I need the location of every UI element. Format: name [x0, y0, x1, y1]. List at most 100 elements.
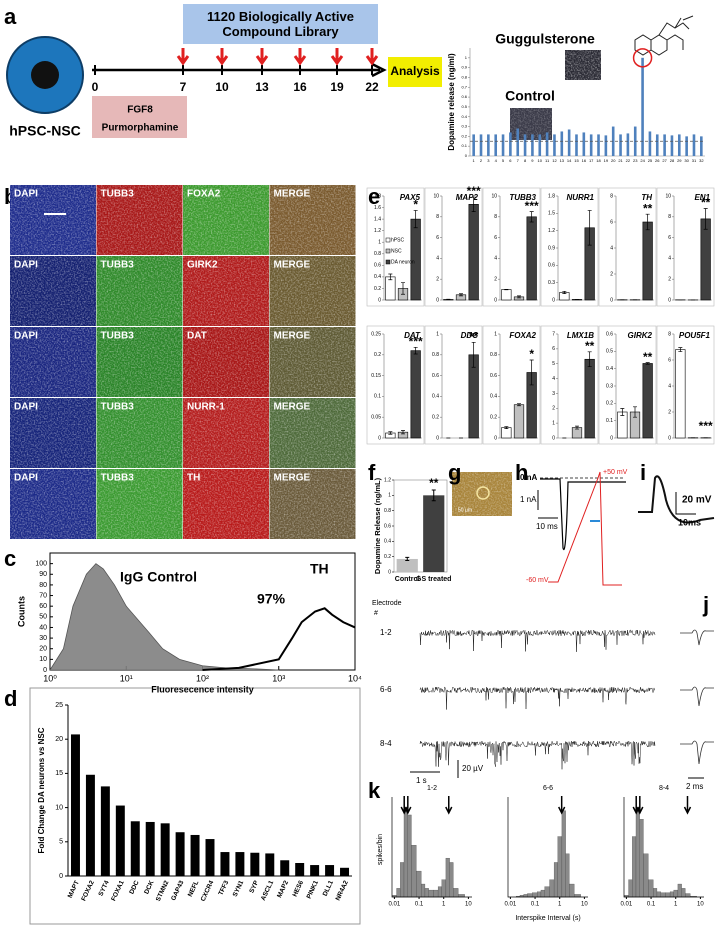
- panel-label: f: [368, 460, 376, 485]
- x-tick-label: 11: [545, 158, 550, 163]
- bar: [205, 839, 215, 876]
- y-tick-label: 0: [610, 297, 613, 303]
- day-label: 0: [92, 80, 99, 94]
- error-bar: [405, 556, 410, 561]
- error-bar: [459, 293, 463, 297]
- x-tick-label: 20: [611, 158, 616, 163]
- x-tick-label: 22: [626, 158, 631, 163]
- stain-label: MERGE: [274, 189, 311, 200]
- x-tick-label: 10⁰: [43, 673, 57, 683]
- library-box: [183, 4, 378, 44]
- y-tick-label: 0.2: [490, 415, 497, 421]
- x-tick-label: 25: [648, 158, 653, 163]
- x-axis-label: Fluoresecence intensity: [151, 684, 254, 694]
- molecule: [634, 15, 694, 56]
- y-tick-label: 4: [436, 256, 439, 262]
- bar: [501, 427, 512, 439]
- timeline: [92, 62, 387, 78]
- histogram-bar: [653, 888, 658, 898]
- y-tick-label: 3: [552, 391, 555, 397]
- y-tick-label: 2: [552, 406, 555, 412]
- histogram-bar: [537, 891, 542, 898]
- panel-d-frame: [29, 687, 361, 925]
- gene-label: EN1: [694, 193, 710, 202]
- y-tick-label: 0.05: [371, 415, 381, 421]
- y-tick-label: 80: [39, 582, 47, 589]
- micrograph-texture: [10, 327, 96, 397]
- histogram-bar: [553, 862, 558, 898]
- day-label: 10: [215, 80, 229, 94]
- y-tick-label: 0.6: [606, 331, 613, 337]
- bar: [85, 774, 95, 876]
- y-tick-label: 0: [378, 297, 381, 303]
- y-tick-label: 0.1: [374, 394, 381, 400]
- micrograph-texture: [183, 469, 269, 539]
- histogram-title: 1-2: [427, 785, 437, 792]
- micrograph-texture: [10, 398, 96, 468]
- x-tick-label: 15: [574, 158, 579, 163]
- histogram-bar: [635, 810, 640, 898]
- y-tick-label: 0: [465, 153, 468, 158]
- hit-label: Guggulsterone: [495, 31, 595, 47]
- x-tick-label: 26: [655, 158, 660, 163]
- x-tick-label: 10³: [272, 673, 285, 683]
- histogram-bar: [540, 889, 545, 898]
- y-tick-label: 0.6: [432, 373, 439, 379]
- error-bar: [633, 406, 637, 418]
- gene-label: GIRK2: [628, 331, 653, 340]
- x-tick-label: 4: [495, 158, 498, 163]
- bar: [70, 734, 80, 876]
- axes: [391, 797, 472, 898]
- trace-label: 0 nA: [520, 473, 538, 482]
- scale-label: 20 µV: [462, 764, 484, 773]
- error-bar: [575, 425, 579, 430]
- series-line: [49, 563, 279, 671]
- bar: [641, 57, 644, 157]
- y-tick-label: 0.6: [384, 523, 391, 529]
- bar: [655, 134, 659, 156]
- cell-nucleus: [31, 61, 59, 89]
- histogram-bar: [523, 894, 528, 898]
- y-tick-label: 25: [55, 702, 63, 709]
- annotation: 97%: [257, 591, 286, 607]
- bar: [175, 832, 185, 876]
- histogram-bar: [648, 879, 654, 898]
- y-tick-label: 0.1: [461, 143, 467, 148]
- error-bar: [620, 408, 625, 416]
- y-tick-label: 10: [39, 656, 47, 663]
- control-label: Control: [505, 88, 555, 104]
- micrograph-texture: [269, 398, 356, 468]
- histogram-bar: [458, 894, 465, 898]
- electrode-trace: [419, 686, 656, 710]
- x-tick-label: 30: [684, 158, 689, 163]
- legend-swatch: [385, 237, 391, 243]
- y-tick-label: 1: [436, 331, 439, 337]
- y-tick-label: 0.5: [606, 349, 613, 355]
- y-tick-label: 0: [59, 873, 63, 880]
- y-tick-label: 50: [39, 614, 47, 621]
- bar: [642, 363, 653, 439]
- x-tick-label: SYT4: [98, 879, 111, 897]
- scale-bars: [675, 492, 696, 515]
- bar: [663, 134, 666, 156]
- bar: [575, 134, 578, 156]
- histogram-bar: [643, 853, 649, 898]
- x-tick-label: 5: [502, 158, 505, 163]
- y-tick-label: 1.2: [374, 228, 381, 234]
- y-tick-label: 8: [436, 214, 439, 220]
- error-bar: [587, 351, 592, 368]
- hit-circle: [632, 48, 653, 68]
- trace-label: 1 nA: [520, 495, 537, 504]
- treatment-box: [92, 96, 187, 138]
- x-tick-label: 1: [674, 902, 678, 908]
- subpanel-frame: [482, 187, 541, 307]
- x-tick-label: ASCL1: [260, 879, 276, 902]
- error-bar: [678, 347, 683, 352]
- bar: [675, 349, 686, 439]
- x-tick-label: FOXA1: [110, 879, 126, 902]
- bar: [700, 136, 703, 156]
- x-tick-label: 0.01: [621, 902, 633, 908]
- histogram-bar: [665, 892, 671, 898]
- gene-label: NURR1: [566, 193, 594, 202]
- y-tick-label: 0.8: [384, 508, 391, 514]
